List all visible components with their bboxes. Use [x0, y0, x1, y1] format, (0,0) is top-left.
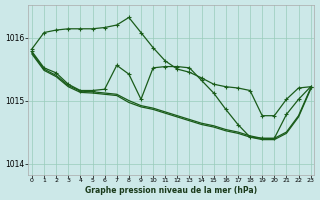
X-axis label: Graphe pression niveau de la mer (hPa): Graphe pression niveau de la mer (hPa) [85, 186, 257, 195]
